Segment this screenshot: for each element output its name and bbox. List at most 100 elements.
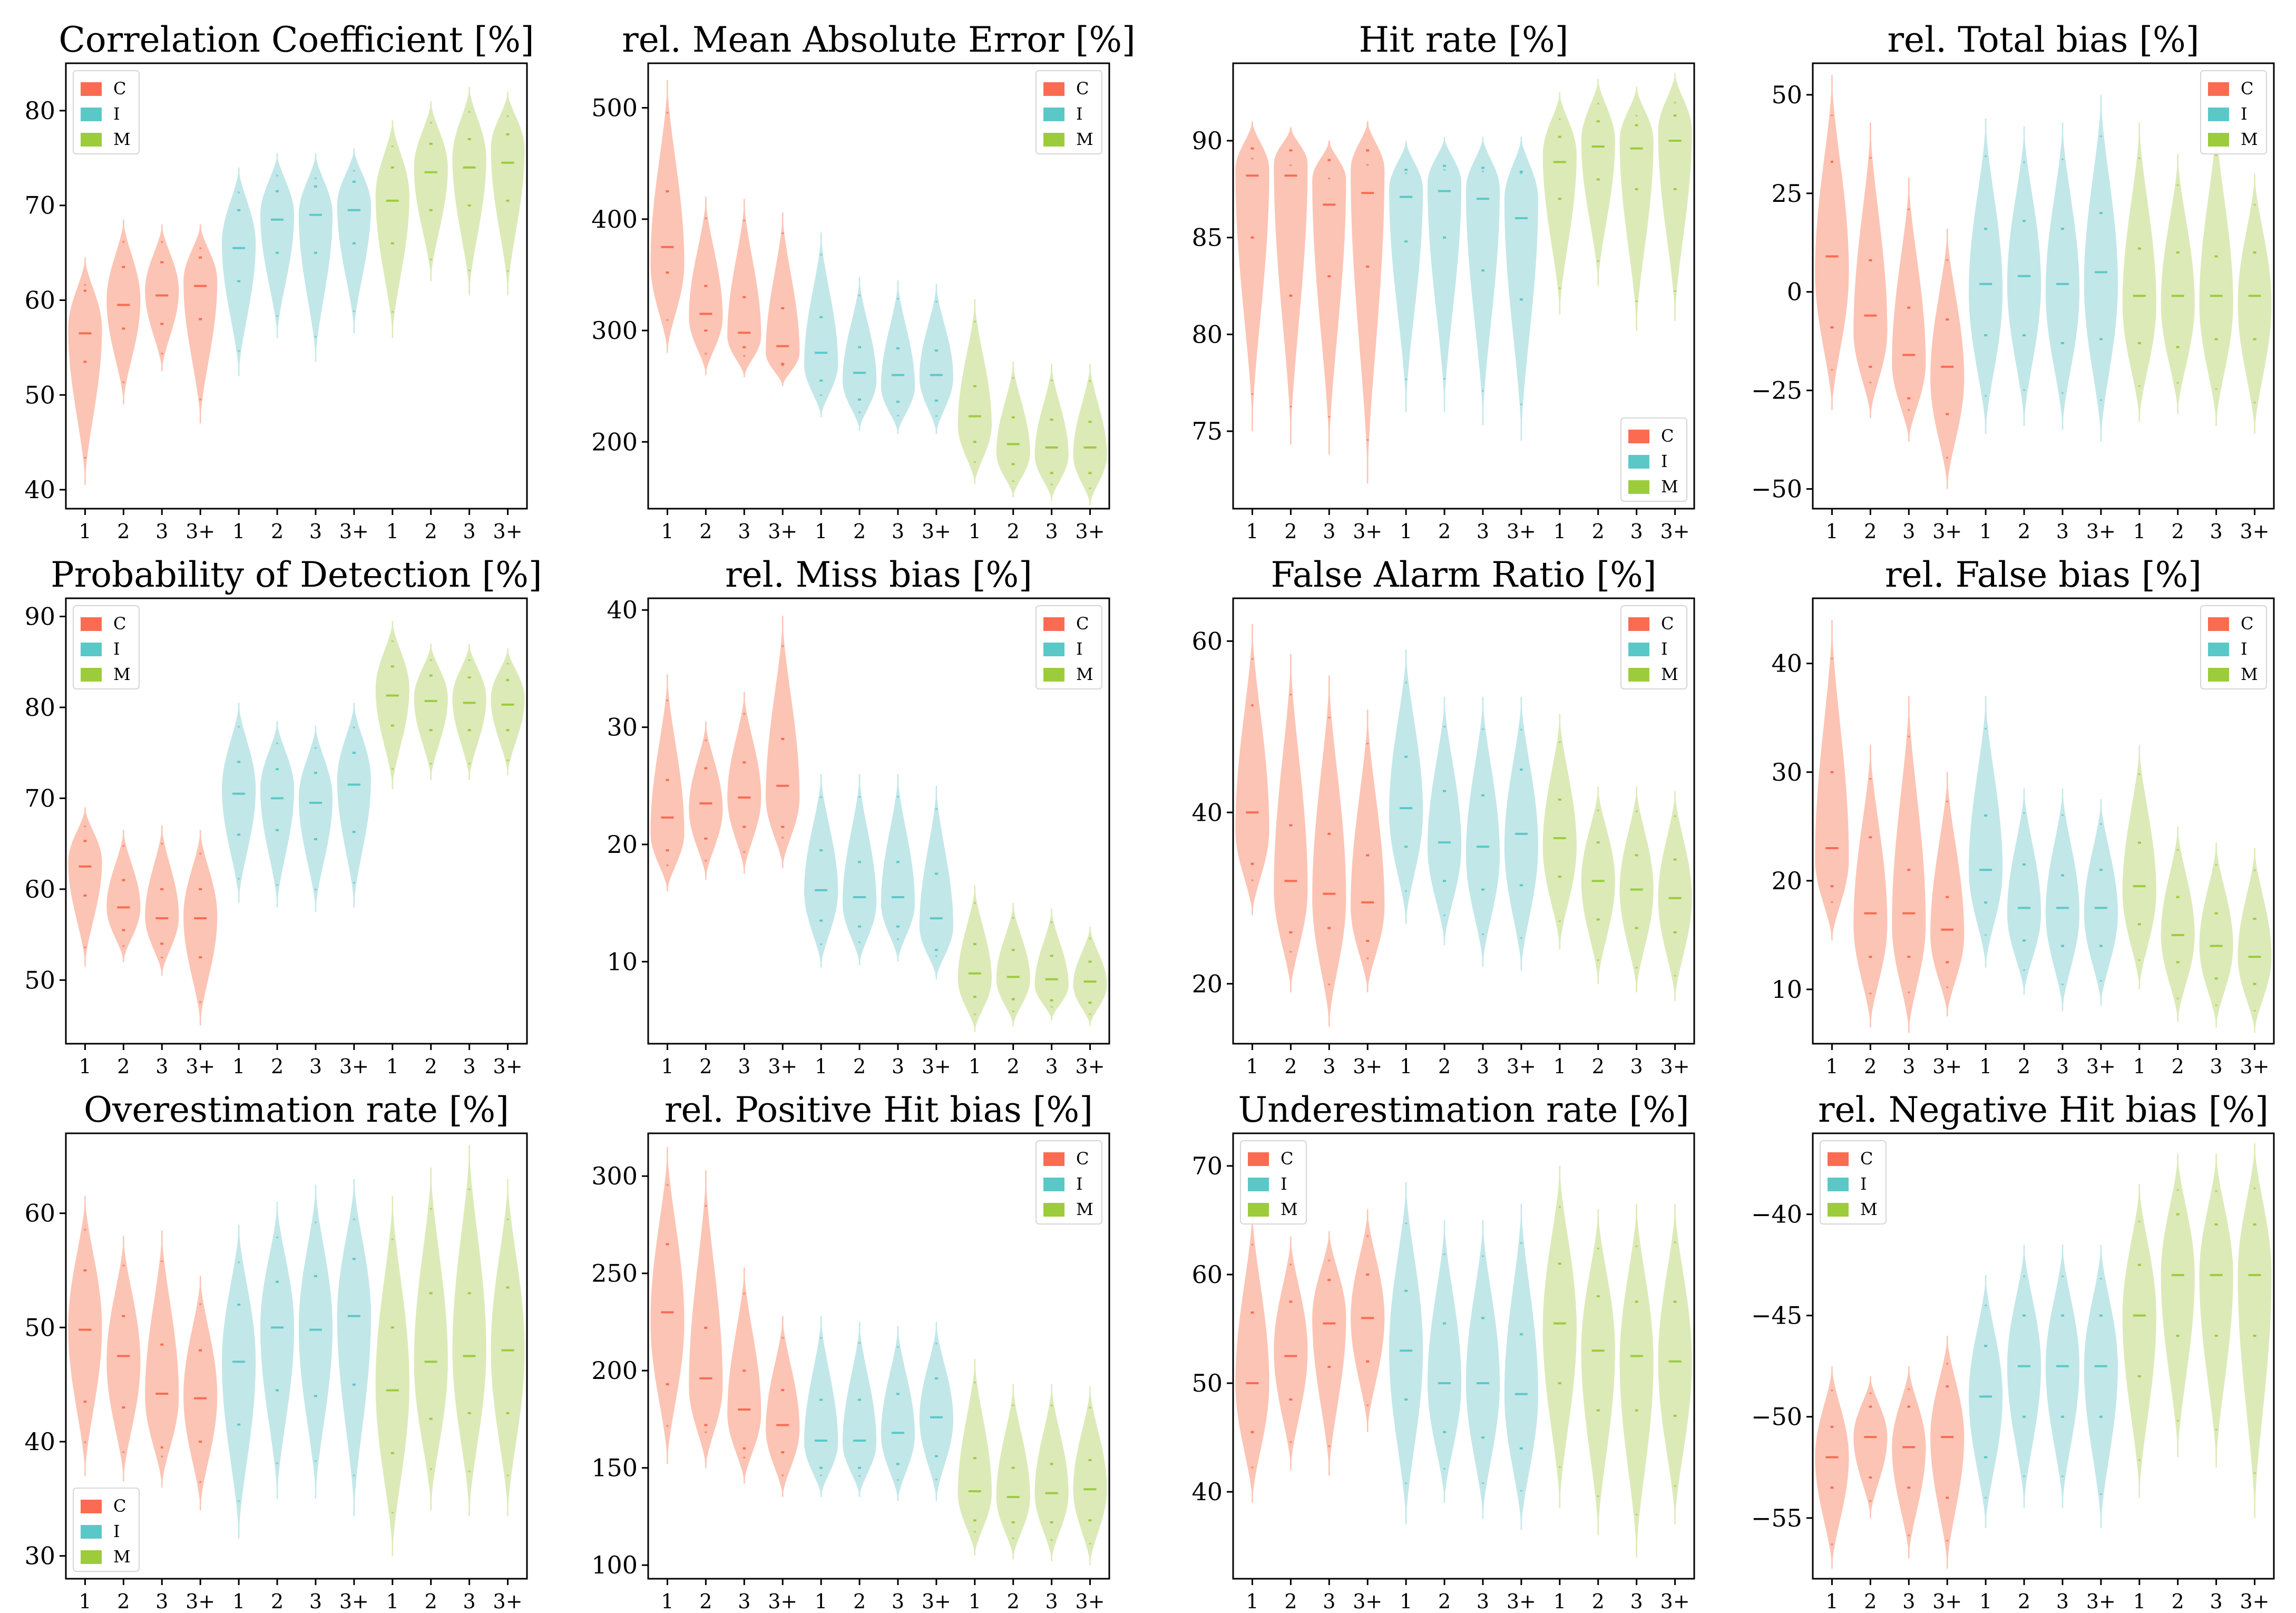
violin-M-2 xyxy=(414,644,448,780)
panel-title: Overestimation rate [%] xyxy=(84,1090,509,1130)
panel-1: Correlation Coefficient [%] 40 50 60 70 80 1 2 3… xyxy=(24,20,534,543)
x-tick-label: 1 xyxy=(1246,1590,1258,1613)
violin-M-2 xyxy=(996,903,1030,1026)
violin-M-3 xyxy=(452,86,486,296)
violin-body xyxy=(1389,1182,1423,1524)
axes-frame xyxy=(1812,1132,2275,1580)
violin-body xyxy=(1465,1220,1500,1519)
violin-body xyxy=(689,1170,723,1468)
violin-body xyxy=(1274,1236,1308,1470)
y-tick-label: −45 xyxy=(1751,1301,1802,1330)
x-tick-label: 1 xyxy=(1979,1590,1992,1613)
axes-frame xyxy=(647,62,1110,510)
x-tick-label: 1 xyxy=(661,520,673,543)
x-tick-label: 2 xyxy=(1284,1055,1297,1078)
violin-body xyxy=(843,277,877,431)
violin-body xyxy=(452,86,486,296)
x-tick-label: 1 xyxy=(969,1055,981,1078)
violin-body xyxy=(1428,696,1462,946)
x-tick-label: 1 xyxy=(1825,1055,1838,1078)
x-tick-label: 3+ xyxy=(2086,520,2116,543)
legend-label-I: I xyxy=(1860,1174,1867,1194)
legend-swatch-C xyxy=(1043,617,1064,631)
legend-label-C: C xyxy=(113,79,126,99)
x-tick-label: 3 xyxy=(2056,1590,2069,1613)
violin-body xyxy=(1312,141,1346,455)
x-tick-label: 1 xyxy=(815,1055,827,1078)
x-tick-label: 3 xyxy=(738,1590,750,1613)
violin-body xyxy=(766,1316,800,1497)
legend-swatch-M xyxy=(1043,1203,1064,1217)
legend-swatch-M xyxy=(1248,1203,1269,1217)
violin-I-1 xyxy=(1969,1275,2003,1528)
y-tick-label: 40 xyxy=(24,475,55,504)
y-tick-label: 60 xyxy=(1191,1260,1223,1289)
violin-I-2 xyxy=(260,721,295,908)
legend-swatch-I xyxy=(1043,1178,1064,1191)
x-tick-label: 3 xyxy=(1630,520,1643,543)
violin-body xyxy=(337,703,371,908)
x-tick-label: 3+ xyxy=(185,520,215,543)
x-tick-label: 1 xyxy=(2133,1055,2146,1078)
legend-swatch-C xyxy=(81,617,102,631)
x-tick-label: 2 xyxy=(699,1590,712,1613)
x-tick-label: 2 xyxy=(117,1055,130,1078)
x-tick-label: 3 xyxy=(1323,1055,1335,1078)
violin-body xyxy=(452,644,486,780)
x-tick-label: 3 xyxy=(309,520,322,543)
violin-I-3+ xyxy=(337,148,371,334)
y-tick-label: 75 xyxy=(1191,417,1223,445)
violin-C-3 xyxy=(1312,1231,1346,1476)
violin-C-3 xyxy=(1312,141,1346,455)
violin-body xyxy=(452,1144,486,1516)
x-tick-label: 2 xyxy=(1007,1055,1020,1078)
x-tick-label: 1 xyxy=(815,1590,827,1613)
x-tick-label: 3+ xyxy=(185,1055,215,1078)
y-tick-label: 90 xyxy=(1191,127,1223,155)
violin-body xyxy=(1034,1384,1069,1561)
x-tick-label: 3+ xyxy=(1660,1055,1690,1078)
x-tick-label: 3 xyxy=(1477,1590,1489,1613)
violin-body xyxy=(375,621,409,790)
violin-body xyxy=(375,1196,409,1556)
violin-C-2 xyxy=(106,219,141,405)
violin-body xyxy=(68,807,102,967)
legend: CIM xyxy=(1240,1140,1307,1225)
legend-label-C: C xyxy=(113,1496,126,1516)
violin-body xyxy=(650,80,685,353)
legend-swatch-C xyxy=(1043,1152,1064,1166)
x-tick-label: 3+ xyxy=(1353,520,1382,543)
violin-body xyxy=(727,692,761,874)
violin-body xyxy=(260,1202,295,1499)
violin-body xyxy=(919,284,953,434)
violin-body xyxy=(804,232,838,417)
violin-C-2 xyxy=(1853,122,1888,418)
violin-body xyxy=(375,120,409,338)
legend-swatch-C xyxy=(1248,1152,1269,1166)
violin-C-2 xyxy=(106,830,141,962)
y-tick-label: 85 xyxy=(1191,224,1223,252)
violin-body xyxy=(996,1384,1030,1560)
violin-body xyxy=(1351,710,1385,993)
violin-body xyxy=(183,830,218,1026)
violin-I-3+ xyxy=(2084,94,2118,442)
violin-body xyxy=(1034,364,1069,501)
violin-C-2 xyxy=(1274,127,1308,445)
x-tick-label: 3+ xyxy=(1932,520,1962,543)
violin-M-3+ xyxy=(2238,173,2272,434)
violin-body xyxy=(491,1179,525,1516)
violin-M-2 xyxy=(414,1168,448,1510)
violin-C-3 xyxy=(145,224,179,372)
violin-M-3 xyxy=(2199,118,2233,426)
y-tick-label: 30 xyxy=(24,1542,55,1570)
x-tick-label: 1 xyxy=(815,520,827,543)
y-tick-label: 300 xyxy=(591,316,638,345)
violin-I-3 xyxy=(298,725,333,912)
x-tick-label: 3+ xyxy=(1353,1590,1382,1613)
violin-body xyxy=(491,648,525,776)
violin-I-2 xyxy=(2007,788,2041,995)
violin-body xyxy=(2007,1245,2041,1508)
violin-body xyxy=(727,1267,761,1484)
violin-M-3+ xyxy=(1073,364,1107,506)
y-tick-label: 60 xyxy=(1191,627,1223,655)
